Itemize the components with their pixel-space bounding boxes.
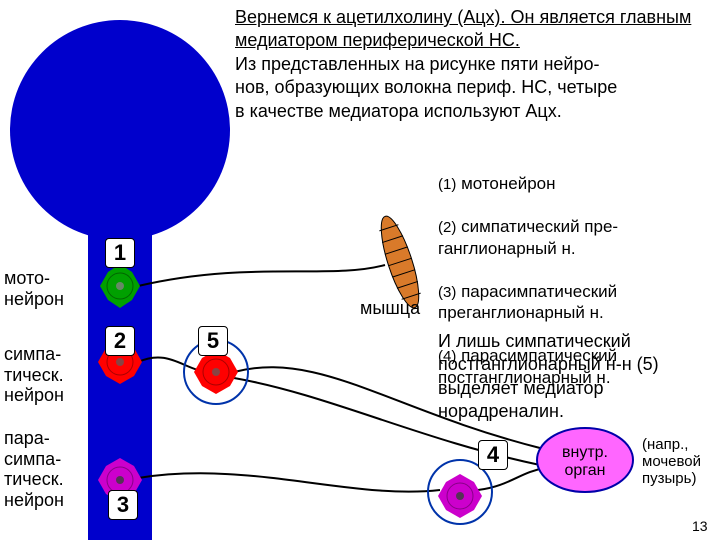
axon-1: [138, 265, 385, 286]
muscle-shape: [374, 213, 426, 312]
neuron-4-body: [438, 474, 482, 518]
top-paragraph: Вернемся к ацетилхолину (Ацх). Он являет…: [235, 6, 715, 123]
neuron-5-body: [194, 350, 238, 394]
page-number: 13: [692, 518, 708, 534]
label-parasymp: пара- симпа- тическ. нейрон: [4, 428, 64, 511]
num-4: 4: [478, 440, 508, 470]
num-3: 3: [108, 490, 138, 520]
top-underlined: Вернемся к ацетилхолину (Ацх). Он являет…: [235, 7, 691, 50]
organ-label: внутр. орган: [552, 444, 618, 479]
axon-3: [138, 473, 440, 491]
label-moto: мото- нейрон: [4, 268, 64, 309]
secondary-paragraph: И лишь симпатический постганглионарный н…: [438, 330, 713, 424]
num-5: 5: [198, 326, 228, 356]
label-symp: симпа- тическ. нейрон: [4, 344, 64, 406]
bracket-note: (напр., мочевой пузырь): [642, 436, 701, 487]
top-rest: Из представленных на рисунке пяти нейро-…: [235, 54, 617, 121]
axon-2: [138, 357, 198, 370]
spinal-circle: [10, 20, 230, 240]
num-2: 2: [105, 326, 135, 356]
neuron-1-body: [100, 264, 140, 308]
muscle-label: мышца: [360, 298, 420, 319]
axon-4: [478, 468, 545, 490]
num-1: 1: [105, 238, 135, 268]
